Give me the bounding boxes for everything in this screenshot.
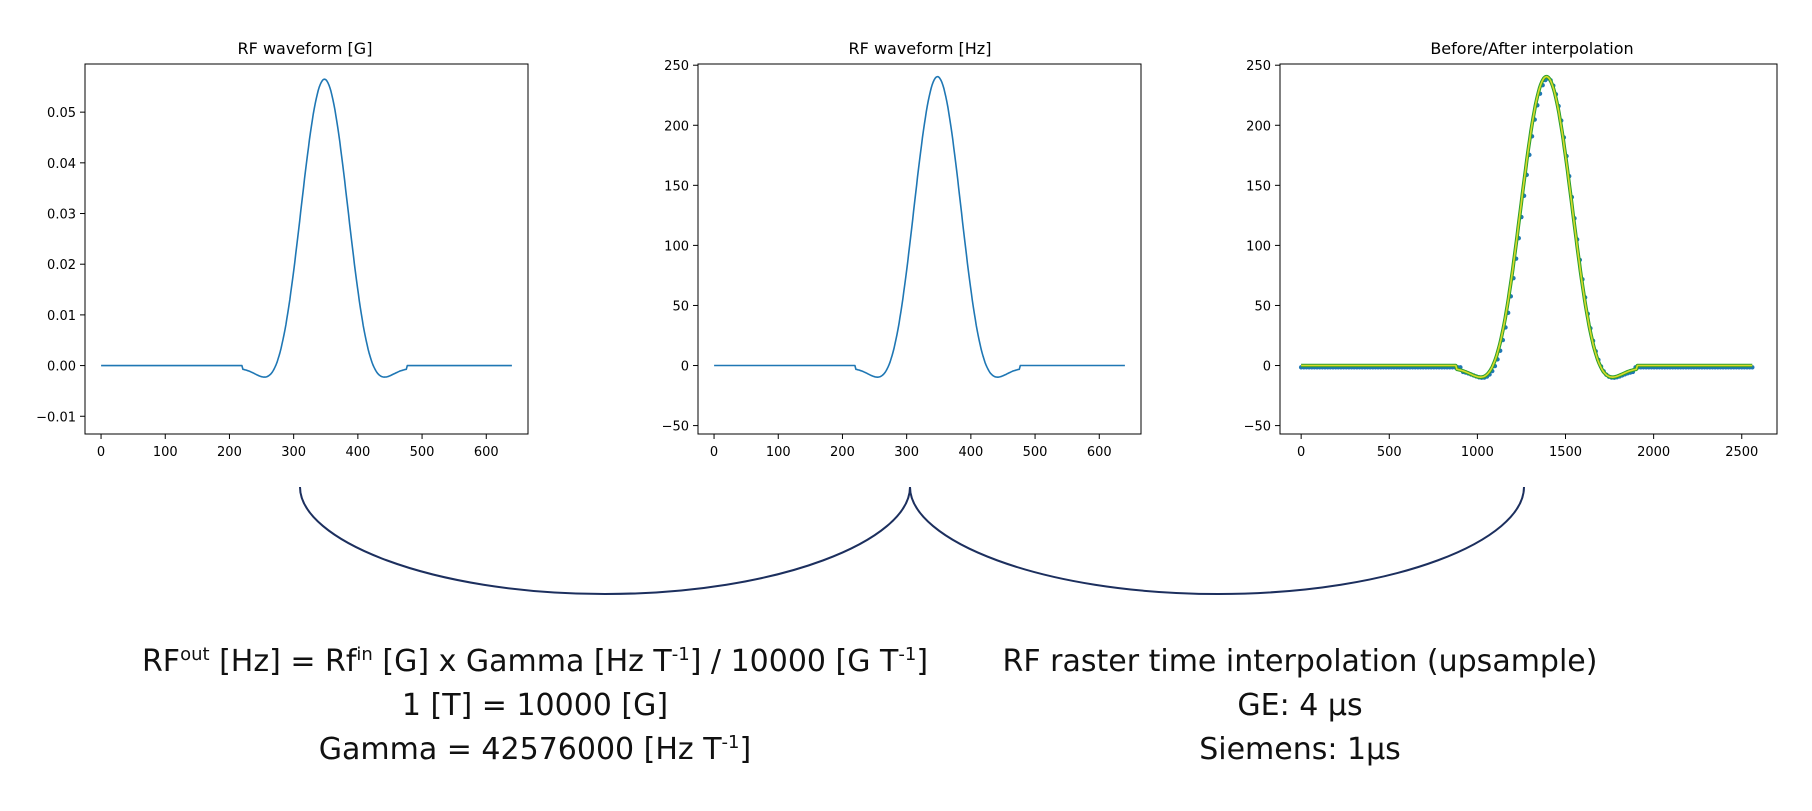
y-tick-label: 0.04 <box>47 157 76 172</box>
y-tick-label: 50 <box>1254 299 1271 314</box>
series-line <box>714 75 1125 378</box>
y-tick-label: 100 <box>1246 239 1271 254</box>
y-tick-label: 200 <box>664 119 689 134</box>
chart-title: RF waveform [Hz] <box>849 39 992 58</box>
series-points <box>1298 76 1755 380</box>
bracket-left-curve <box>299 486 911 596</box>
formula-line-3: Gamma = 42576000 [Hz T-1] <box>318 732 752 767</box>
y-tick-label: 0.00 <box>47 360 76 375</box>
conversion-formula-caption: RFout [Hz] = Rfin [G] x Gamma [Hz T-1] /… <box>140 640 930 772</box>
y-tick-label: 200 <box>1246 119 1271 134</box>
x-tick-label: 600 <box>474 445 499 460</box>
x-tick-label: 0 <box>97 445 105 460</box>
series-line <box>101 78 512 378</box>
x-tick-label: 500 <box>410 445 435 460</box>
y-tick-label: −50 <box>662 420 689 435</box>
y-tick-label: 0.02 <box>47 258 76 273</box>
y-tick-label: 100 <box>664 239 689 254</box>
y-tick-label: 250 <box>1246 59 1271 74</box>
x-tick-label: 0 <box>710 445 718 460</box>
chart-interpolation: Before/After interpolation −50 0 50 100 150 2… <box>1244 39 1778 460</box>
chart-rf-gauss: RF waveform [G] −0.01 0.00 0.01 0.02 0.03 0.0… <box>36 39 529 460</box>
interpolation-line-3: Siemens: 1µs <box>1199 732 1401 767</box>
chart-marks <box>714 75 1125 378</box>
x-axis-ticks: 0 100 200 300 400 500 600 <box>710 434 1112 460</box>
y-tick-label: 0 <box>1263 360 1271 375</box>
x-tick-label: 2000 <box>1637 445 1670 460</box>
x-tick-label: 1000 <box>1461 445 1494 460</box>
formula-line-2: 1 [T] = 10000 [G] <box>401 688 669 723</box>
y-tick-label: 50 <box>672 299 689 314</box>
y-axis-ticks: −0.01 0.00 0.01 0.02 0.03 0.04 0.05 <box>36 106 85 425</box>
x-tick-label: 500 <box>1377 445 1402 460</box>
x-tick-label: 1500 <box>1549 445 1582 460</box>
y-tick-label: 0 <box>681 360 689 375</box>
x-tick-label: 300 <box>281 445 306 460</box>
y-tick-label: −0.01 <box>36 410 76 425</box>
series-line <box>1301 75 1753 378</box>
y-tick-label: 250 <box>664 59 689 74</box>
x-tick-label: 100 <box>766 445 791 460</box>
x-tick-label: 200 <box>217 445 242 460</box>
y-axis-ticks: −50 0 50 100 150 200 250 <box>1244 59 1280 435</box>
y-axis-ticks: −50 0 50 100 150 200 250 <box>662 59 698 435</box>
y-tick-label: 0.03 <box>47 208 76 223</box>
interpolation-caption: RF raster time interpolation (upsample) … <box>1000 640 1600 772</box>
x-tick-label: 0 <box>1297 445 1305 460</box>
plot-frame <box>697 63 1142 435</box>
x-tick-label: 100 <box>153 445 178 460</box>
y-tick-label: 0.01 <box>47 309 76 324</box>
y-tick-label: −50 <box>1244 420 1271 435</box>
x-axis-ticks: 0 100 200 300 400 500 600 <box>97 434 499 460</box>
x-tick-label: 400 <box>958 445 983 460</box>
x-tick-label: 500 <box>1023 445 1048 460</box>
x-tick-label: 400 <box>345 445 370 460</box>
formula-line-1: RFout [Hz] = Rfin [G] x Gamma [Hz T-1] /… <box>141 644 929 679</box>
y-tick-label: 150 <box>664 179 689 194</box>
bracket-right-curve <box>909 486 1525 596</box>
x-tick-label: 200 <box>830 445 855 460</box>
x-tick-label: 2500 <box>1725 445 1758 460</box>
x-tick-label: 600 <box>1087 445 1112 460</box>
x-axis-ticks: 0 500 1000 1500 2000 2500 <box>1297 434 1758 460</box>
interpolation-line-1: RF raster time interpolation (upsample) <box>1002 644 1598 679</box>
plot-frame <box>84 63 529 435</box>
chart-marks <box>1298 74 1755 380</box>
y-tick-label: 0.05 <box>47 106 76 121</box>
chart-title: Before/After interpolation <box>1430 39 1633 58</box>
series-line <box>1300 74 1754 379</box>
y-tick-label: 150 <box>1246 179 1271 194</box>
chart-marks <box>101 78 512 378</box>
chart-rf-hz: RF waveform [Hz] −50 0 50 100 150 200 250 0 100… <box>662 39 1142 460</box>
interpolation-line-2: GE: 4 µs <box>1237 688 1363 723</box>
chart-title: RF waveform [G] <box>238 39 373 58</box>
plot-frame <box>1279 63 1778 435</box>
x-tick-label: 300 <box>894 445 919 460</box>
